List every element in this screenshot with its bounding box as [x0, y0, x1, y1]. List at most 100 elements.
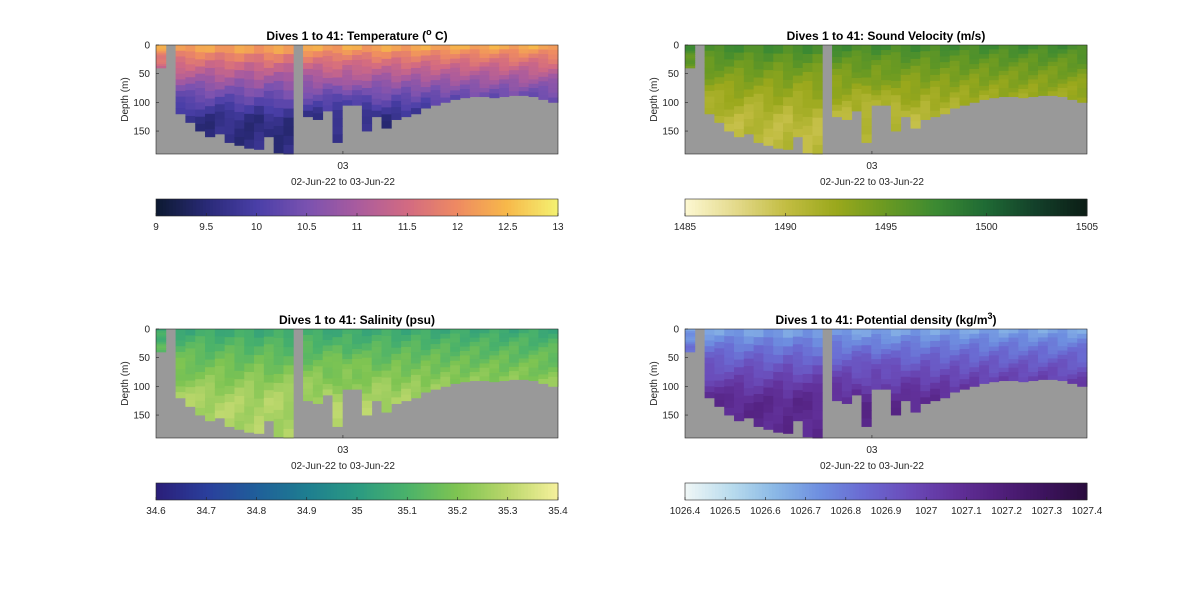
data-cell — [959, 100, 970, 106]
data-cell — [704, 67, 715, 75]
colorbar-segment — [1006, 199, 1011, 216]
colorbar-segment — [400, 483, 405, 500]
colorbar-segment — [752, 199, 756, 216]
colorbar-segment — [755, 483, 760, 500]
data-cell — [489, 329, 500, 334]
data-cell — [704, 369, 715, 376]
colorbar-segment — [839, 483, 843, 500]
data-cell — [303, 358, 314, 366]
data-cell — [998, 53, 1009, 59]
data-cell — [430, 344, 441, 350]
data-cell — [812, 419, 823, 430]
colorbar-segment — [748, 199, 753, 216]
data-cell — [734, 67, 745, 76]
colorbar-segment — [1026, 199, 1031, 216]
colorbar-segment — [993, 483, 998, 500]
data-cell — [704, 329, 715, 336]
data-cell — [489, 337, 500, 343]
colorbar-segment — [835, 483, 840, 500]
data-cell — [518, 61, 529, 67]
data-cell — [998, 372, 1009, 377]
data-cell — [704, 351, 715, 359]
data-cell — [753, 53, 764, 62]
data-cell — [890, 102, 902, 110]
data-cell — [802, 400, 813, 411]
y-tick-label: 150 — [133, 127, 150, 138]
colorbar-segment — [182, 199, 187, 216]
colorbar-segment — [410, 483, 415, 500]
colorbar-segment — [541, 483, 546, 500]
data-cell — [381, 363, 392, 371]
data-cell — [303, 388, 314, 396]
data-cell — [871, 364, 882, 370]
data-cell — [518, 333, 529, 338]
data-cell — [450, 94, 461, 100]
colorbar-segment — [698, 483, 703, 500]
data-cell — [322, 66, 333, 73]
data-cell — [156, 46, 167, 50]
data-cell — [1067, 338, 1078, 344]
data-cell — [195, 329, 206, 337]
data-cell — [988, 364, 1000, 369]
colorbar-segment — [889, 199, 894, 216]
data-cell — [459, 62, 471, 68]
data-cell — [381, 51, 392, 60]
data-cell — [332, 353, 343, 362]
data-cell — [450, 54, 461, 60]
data-cell — [920, 360, 931, 367]
data-cell — [743, 380, 755, 389]
data-cell — [361, 329, 373, 337]
data-cell — [273, 373, 284, 384]
data-cell — [851, 372, 862, 379]
data-cell — [881, 100, 892, 106]
data-cell — [1037, 354, 1049, 359]
colorbar-segment — [956, 483, 961, 500]
data-cell — [352, 70, 363, 76]
data-cell — [959, 364, 970, 370]
data-cell — [900, 382, 911, 390]
data-cell — [528, 57, 539, 63]
data-cell — [518, 45, 529, 50]
data-cell — [802, 337, 813, 348]
data-cell — [244, 397, 255, 407]
data-cell — [450, 85, 461, 91]
data-cell — [234, 362, 245, 372]
y-tick-label: 0 — [144, 325, 150, 336]
data-cell — [802, 62, 813, 73]
data-cell — [1037, 70, 1049, 75]
colorbar-segment — [936, 199, 941, 216]
data-cell — [195, 73, 206, 82]
data-cell — [538, 76, 549, 82]
data-cell — [244, 337, 255, 347]
data-cell — [185, 57, 196, 65]
colorbar-segment — [216, 483, 221, 500]
data-cell — [332, 45, 343, 54]
data-cell — [1028, 367, 1039, 373]
data-cell — [342, 379, 353, 385]
data-cell — [969, 357, 980, 363]
data-cell — [1037, 350, 1049, 355]
data-cell — [528, 346, 539, 351]
data-cell — [361, 393, 373, 402]
data-cell — [979, 76, 990, 82]
colorbar-segment — [1080, 483, 1085, 500]
data-cell — [224, 402, 235, 411]
colorbar-segment — [551, 199, 556, 216]
data-cell — [763, 45, 774, 54]
data-cell — [371, 352, 382, 360]
colorbar-segment — [949, 483, 954, 500]
data-cell — [430, 339, 441, 345]
data-cell — [234, 354, 245, 363]
data-cell — [939, 50, 951, 57]
data-cell — [538, 329, 549, 334]
data-cell — [401, 74, 412, 82]
colorbar-segment — [942, 199, 947, 216]
data-cell — [812, 108, 823, 119]
data-cell — [459, 80, 471, 85]
colorbar-segment — [711, 199, 716, 216]
data-cell — [469, 83, 480, 89]
data-cell — [773, 45, 784, 55]
data-cell — [841, 341, 853, 349]
colorbar-segment — [454, 199, 458, 216]
data-cell — [342, 364, 353, 370]
